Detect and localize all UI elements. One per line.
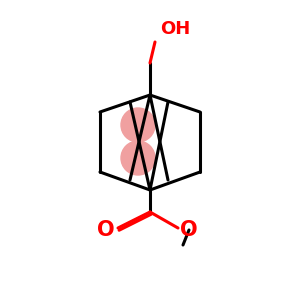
Text: O: O [180, 220, 198, 240]
Text: OH: OH [160, 20, 190, 38]
Ellipse shape [121, 141, 155, 175]
Text: O: O [97, 220, 115, 240]
Ellipse shape [121, 108, 155, 142]
